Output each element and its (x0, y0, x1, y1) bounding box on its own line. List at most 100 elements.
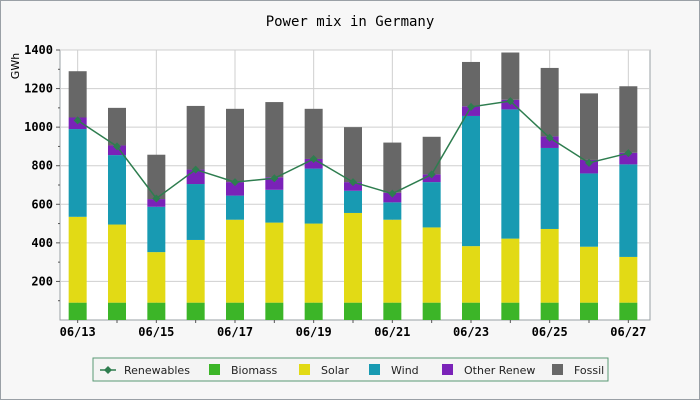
bar-other-renew (147, 199, 166, 207)
x-tick-label: 06/25 (532, 325, 568, 339)
bar-other-renew (344, 182, 362, 191)
bar-wind (344, 190, 362, 213)
y-tick-label: 600 (31, 197, 53, 211)
legend-swatch-biomass (209, 364, 220, 375)
bar-solar (422, 227, 441, 303)
bar-fossil (422, 136, 441, 175)
bar-wind (226, 195, 244, 220)
chart-title: Power mix in Germany (265, 14, 435, 30)
x-tick-label: 06/19 (296, 325, 332, 339)
bar-wind (540, 147, 559, 229)
renewables-point (467, 102, 475, 111)
bar-wind (462, 115, 480, 247)
bar-fossil (344, 127, 362, 183)
bar-solar (265, 222, 284, 303)
renewables-point (270, 174, 279, 183)
bar-solar (462, 246, 480, 303)
x-tick-label: 06/23 (453, 325, 489, 339)
bar-fossil (501, 52, 520, 100)
bar-fossil (540, 67, 559, 137)
bar-wind (265, 189, 284, 223)
renewables-point (113, 142, 121, 151)
renewables-point (585, 158, 593, 167)
bar-solar (68, 216, 87, 303)
bars (68, 52, 638, 320)
x-tick-label: 06/17 (217, 325, 253, 339)
bar-fossil (580, 93, 598, 160)
bar-fossil (462, 61, 480, 107)
bar-fossil (186, 105, 205, 170)
bar-solar (501, 238, 520, 303)
y-tick-label: 1200 (24, 82, 53, 96)
bar-solar (344, 212, 362, 303)
y-axis-label: GWh (9, 53, 22, 79)
legend-label: Biomass (231, 364, 278, 377)
bar-biomass (68, 302, 87, 320)
legend-marker-renewables (104, 366, 112, 374)
bar-biomass (540, 302, 559, 320)
bar-other-renew (226, 182, 244, 196)
renewables-point (231, 178, 239, 187)
renewables-point (191, 165, 200, 174)
bar-biomass (383, 302, 402, 320)
bar-wind (147, 206, 166, 253)
bar-fossil (304, 108, 323, 159)
renewables-point (388, 189, 397, 198)
bar-biomass (619, 302, 638, 320)
bar-biomass (501, 302, 520, 320)
bar-wind (304, 168, 323, 224)
bar-wind (501, 109, 520, 239)
legend-label: Renewables (124, 364, 190, 377)
bar-fossil (147, 154, 166, 200)
bar-fossil (68, 71, 87, 118)
bar-solar (226, 219, 244, 303)
bar-biomass (265, 302, 284, 320)
legend-label: Solar (321, 364, 350, 377)
bar-biomass (422, 302, 441, 320)
bar-solar (304, 223, 323, 303)
renewables-point (349, 178, 357, 187)
renewables-point (545, 133, 554, 142)
x-tick-label: 06/15 (138, 325, 174, 339)
renewables-point (506, 97, 515, 106)
bar-solar (108, 224, 126, 303)
renewables-point (152, 194, 161, 203)
y-tick-label: 1400 (24, 43, 53, 57)
bar-other-renew (540, 136, 559, 148)
bar-biomass (344, 302, 362, 320)
bar-biomass (462, 302, 480, 320)
bar-wind (108, 155, 126, 225)
y-tick-label: 800 (31, 159, 53, 173)
renewables-point (73, 116, 82, 125)
renewables-point (624, 149, 633, 158)
y-tick-label: 400 (31, 236, 53, 250)
bar-solar (383, 219, 402, 303)
x-tick-label: 06/27 (610, 325, 646, 339)
x-tick-label: 06/21 (374, 325, 410, 339)
bar-solar (540, 228, 559, 303)
bar-solar (147, 252, 166, 303)
legend-label: Fossil (574, 364, 604, 377)
bar-other-renew (619, 152, 638, 165)
legend-box (92, 357, 609, 382)
bar-fossil (619, 86, 638, 153)
renewables-line (73, 97, 633, 203)
bar-biomass (147, 302, 166, 320)
bar-wind (422, 182, 441, 228)
legend-swatch-other-renew (442, 364, 453, 375)
bar-wind (619, 164, 638, 257)
bar-biomass (108, 302, 126, 320)
bar-other-renew (304, 158, 323, 169)
axes: 200 400 600 800 1000 1200 1400 06/13 06/15 06/17 0… (24, 43, 646, 339)
bar-biomass (580, 302, 598, 320)
bar-solar (580, 246, 598, 303)
bar-solar (186, 239, 205, 303)
bar-fossil (108, 107, 126, 146)
legend-swatch-solar (299, 364, 310, 375)
renewables-point (427, 170, 436, 179)
legend-swatch-fossil (552, 364, 563, 375)
bar-wind (580, 173, 598, 247)
bar-fossil (265, 102, 284, 178)
legend-label: Wind (391, 364, 419, 377)
bar-fossil (226, 108, 244, 183)
